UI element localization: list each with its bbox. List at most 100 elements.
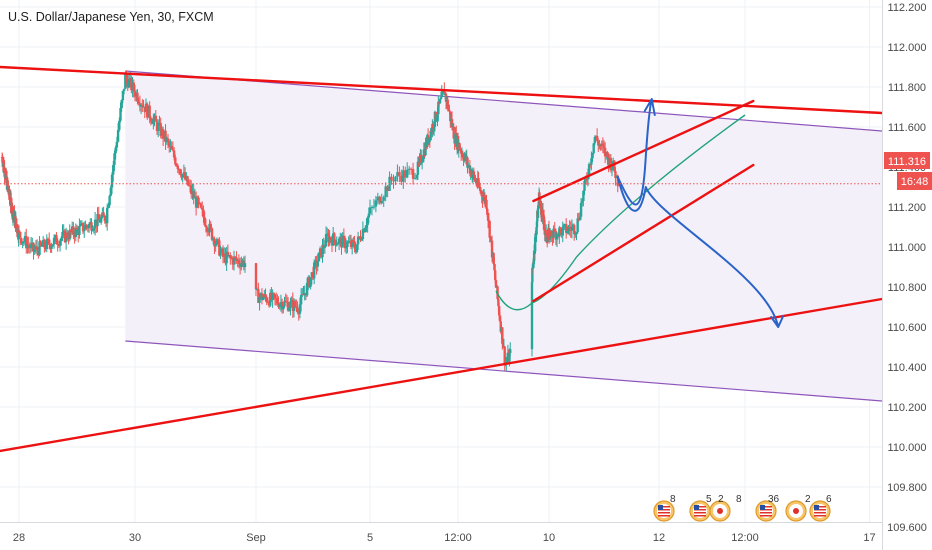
candle-body bbox=[468, 165, 472, 174]
candle-body bbox=[107, 205, 110, 208]
candle-body bbox=[158, 122, 161, 125]
candle-body bbox=[130, 77, 133, 91]
wedge-lower-line[interactable] bbox=[532, 163, 755, 303]
jp-event-icon[interactable] bbox=[709, 500, 731, 522]
candle-body bbox=[293, 301, 297, 307]
candle-body bbox=[493, 264, 496, 271]
candle-body bbox=[359, 237, 362, 240]
candle-body bbox=[378, 196, 381, 204]
candle-body bbox=[380, 200, 383, 204]
candle-body bbox=[230, 257, 233, 259]
candle-body bbox=[98, 219, 102, 223]
candle-body bbox=[17, 230, 21, 232]
candle-body bbox=[372, 206, 376, 208]
candle-body bbox=[70, 226, 74, 233]
candle-body bbox=[114, 147, 117, 154]
candle-body bbox=[177, 169, 181, 171]
candle-body bbox=[149, 118, 153, 122]
candle-body bbox=[169, 145, 172, 147]
candle-body bbox=[61, 231, 64, 239]
candle-body bbox=[235, 257, 238, 261]
candle-body bbox=[106, 207, 109, 224]
candle-body bbox=[386, 186, 389, 191]
event-count: 2 bbox=[718, 494, 724, 505]
candle-body bbox=[450, 119, 454, 128]
candle-body bbox=[335, 243, 338, 246]
candle-body bbox=[102, 212, 105, 216]
candle-body bbox=[483, 195, 487, 203]
us-event-icon[interactable] bbox=[809, 500, 831, 522]
y-tick-label: 109.600 bbox=[887, 522, 927, 534]
candle-body bbox=[536, 208, 540, 218]
jp-event-icon[interactable] bbox=[785, 500, 807, 522]
candle-body bbox=[190, 185, 193, 195]
candle-body bbox=[347, 242, 350, 244]
candle-body bbox=[390, 176, 393, 181]
candle-body bbox=[437, 101, 440, 115]
y-tick-label: 111.600 bbox=[888, 122, 926, 134]
candle-body bbox=[272, 293, 276, 295]
projection-up-arrow[interactable] bbox=[616, 98, 656, 206]
candle-body bbox=[366, 217, 369, 226]
candle-body bbox=[232, 256, 236, 265]
wedge-upper-line[interactable] bbox=[532, 99, 755, 203]
candle-body bbox=[317, 252, 321, 262]
candle-body bbox=[406, 169, 409, 178]
candle-body bbox=[101, 212, 104, 218]
candle-body bbox=[238, 264, 242, 268]
candle-body bbox=[420, 154, 423, 163]
candle-body bbox=[29, 244, 33, 249]
candle-body bbox=[296, 307, 299, 312]
upper-trendline[interactable] bbox=[0, 65, 884, 115]
candle-body bbox=[159, 122, 162, 136]
cup-curve[interactable] bbox=[495, 114, 746, 311]
candle-body bbox=[486, 208, 489, 215]
current-price-label: 111.316 bbox=[884, 152, 930, 169]
candle-body bbox=[120, 100, 123, 109]
candle-body bbox=[196, 197, 199, 208]
candle-body bbox=[530, 282, 534, 350]
candle-body bbox=[614, 171, 617, 179]
candle-body bbox=[550, 230, 553, 237]
candle-body bbox=[144, 103, 148, 113]
projection-down-arrow[interactable] bbox=[616, 176, 785, 328]
candle-body bbox=[152, 119, 155, 124]
candle-body bbox=[27, 244, 30, 247]
candle-body bbox=[350, 240, 354, 247]
candle-body bbox=[545, 230, 548, 241]
candle-body bbox=[585, 178, 589, 180]
candle-body bbox=[77, 229, 80, 236]
candle-body bbox=[127, 79, 131, 88]
candle-body bbox=[185, 176, 188, 180]
candle-body bbox=[226, 251, 230, 256]
candle-body bbox=[591, 153, 594, 159]
candle-body bbox=[174, 157, 177, 165]
candle-body bbox=[67, 238, 70, 240]
candle-body bbox=[113, 153, 116, 166]
candle-body bbox=[562, 224, 566, 227]
candle-body bbox=[31, 242, 34, 245]
lower-trendline[interactable] bbox=[0, 297, 884, 453]
candle-body bbox=[143, 106, 146, 113]
event-icons[interactable]: 8 5 2 8 36 2 6 bbox=[653, 494, 832, 522]
candle-body bbox=[498, 315, 502, 322]
candle-body bbox=[539, 200, 543, 208]
candle-body bbox=[573, 225, 576, 235]
candle-body bbox=[64, 232, 68, 243]
candle-body bbox=[420, 161, 424, 163]
us-event-icon[interactable] bbox=[755, 500, 777, 522]
candle-body bbox=[194, 196, 198, 208]
candle-body bbox=[485, 199, 488, 209]
candle-body bbox=[343, 237, 347, 249]
us-event-icon[interactable] bbox=[653, 500, 675, 522]
candle-body bbox=[418, 157, 421, 163]
candle-body bbox=[482, 197, 485, 201]
candle-body bbox=[104, 221, 108, 224]
channel-bottom-line[interactable] bbox=[125, 340, 883, 402]
candle-body bbox=[28, 246, 32, 249]
candle-body bbox=[141, 104, 144, 107]
candle-body bbox=[83, 229, 86, 232]
candle-body bbox=[153, 115, 156, 120]
candle-body bbox=[56, 244, 59, 246]
